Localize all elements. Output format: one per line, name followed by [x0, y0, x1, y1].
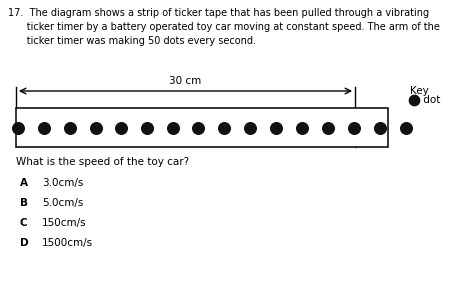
Text: D: D	[20, 238, 28, 248]
Point	[194, 125, 202, 130]
Point	[376, 125, 384, 130]
Point	[350, 125, 358, 130]
Text: What is the speed of the toy car?: What is the speed of the toy car?	[16, 157, 189, 167]
Text: 1500cm/s: 1500cm/s	[42, 238, 93, 248]
Point	[324, 125, 332, 130]
Text: 17.  The diagram shows a strip of ticker tape that has been pulled through a vib: 17. The diagram shows a strip of ticker …	[8, 8, 440, 46]
Point	[272, 125, 280, 130]
Text: 5.0cm/s: 5.0cm/s	[42, 198, 83, 208]
Point	[246, 125, 254, 130]
Text: B: B	[20, 198, 28, 208]
Point	[66, 125, 74, 130]
Text: A: A	[20, 178, 28, 188]
Point	[92, 125, 100, 130]
Point	[402, 125, 410, 130]
Point	[117, 125, 125, 130]
Point	[220, 125, 228, 130]
Point	[40, 125, 48, 130]
Text: 150cm/s: 150cm/s	[42, 218, 87, 228]
Text: dot: dot	[420, 95, 440, 105]
Point	[169, 125, 177, 130]
Bar	[16, 108, 388, 147]
Point	[143, 125, 151, 130]
Text: C: C	[20, 218, 27, 228]
Text: Key: Key	[410, 86, 429, 96]
Point	[298, 125, 306, 130]
Point	[410, 98, 418, 102]
Point	[14, 125, 22, 130]
Text: 30 cm: 30 cm	[169, 76, 201, 86]
Text: 3.0cm/s: 3.0cm/s	[42, 178, 83, 188]
